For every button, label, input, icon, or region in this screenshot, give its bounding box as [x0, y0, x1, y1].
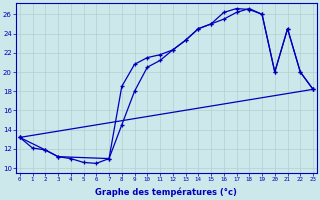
X-axis label: Graphe des températures (°c): Graphe des températures (°c)	[95, 188, 237, 197]
